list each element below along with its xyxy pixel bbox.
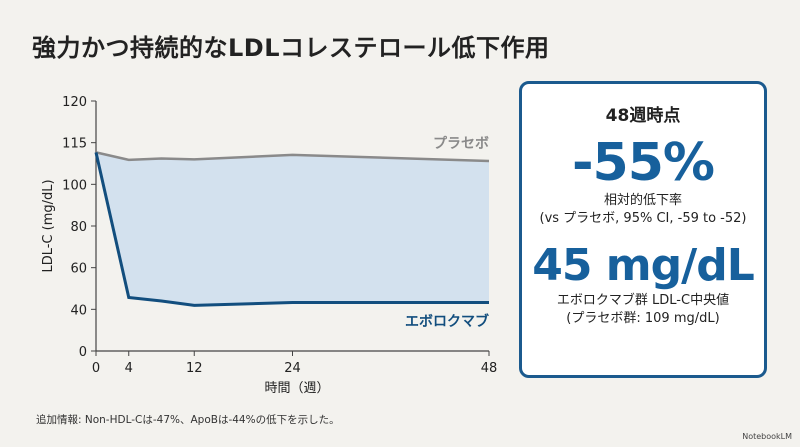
y-axis-label: LDL-C (mg/dL) (41, 179, 56, 272)
y-tick-label: 40 (70, 303, 87, 318)
placebo-median: (プラセボ群: 109 mg/dL) (566, 311, 720, 326)
summary-card: 48週時点 -55% 相対的低下率 (vs プラセボ, 95% CI, -59 … (519, 81, 767, 378)
x-tick-label: 4 (125, 361, 133, 376)
reduction-value: -55% (571, 133, 715, 193)
brand-label: NotebookLM (742, 432, 792, 441)
median-value: 45 mg/dL (532, 240, 755, 291)
card-heading: 48週時点 (605, 106, 681, 126)
evolocumab-line (94, 152, 489, 307)
y-tick-label: 0 (79, 345, 87, 360)
placebo-line (95, 151, 490, 163)
x-axis-label: 時間（週） (264, 381, 329, 396)
y-tick-label: 100 (62, 178, 87, 193)
difference-area (96, 152, 489, 306)
x-tick-label: 12 (186, 361, 203, 376)
x-tick-label: 24 (284, 361, 301, 376)
reduction-label: 相対的低下率 (603, 193, 682, 208)
footnote: 追加情報: Non-HDL-Cは-47%、ApoBは-44%の低下を示した。 (36, 414, 340, 426)
median-label: エボロクマブ群 LDL-C中央値 (556, 293, 730, 308)
placebo-series-label: プラセボ (433, 136, 489, 152)
y-tick-label: 60 (70, 262, 87, 277)
y-tick-label: 115 (62, 137, 87, 152)
page-title: 強力かつ持続的なLDLコレステロール低下作用 (32, 34, 550, 62)
y-tick-label: 120 (62, 95, 87, 110)
x-tick-label: 48 (481, 361, 498, 376)
x-tick-label: 0 (92, 361, 100, 376)
evolocumab-series-label: エボロクマブ (405, 313, 489, 330)
reduction-ci: (vs プラセボ, 95% CI, -59 to -52) (539, 211, 747, 226)
y-tick-label: 80 (70, 220, 87, 235)
